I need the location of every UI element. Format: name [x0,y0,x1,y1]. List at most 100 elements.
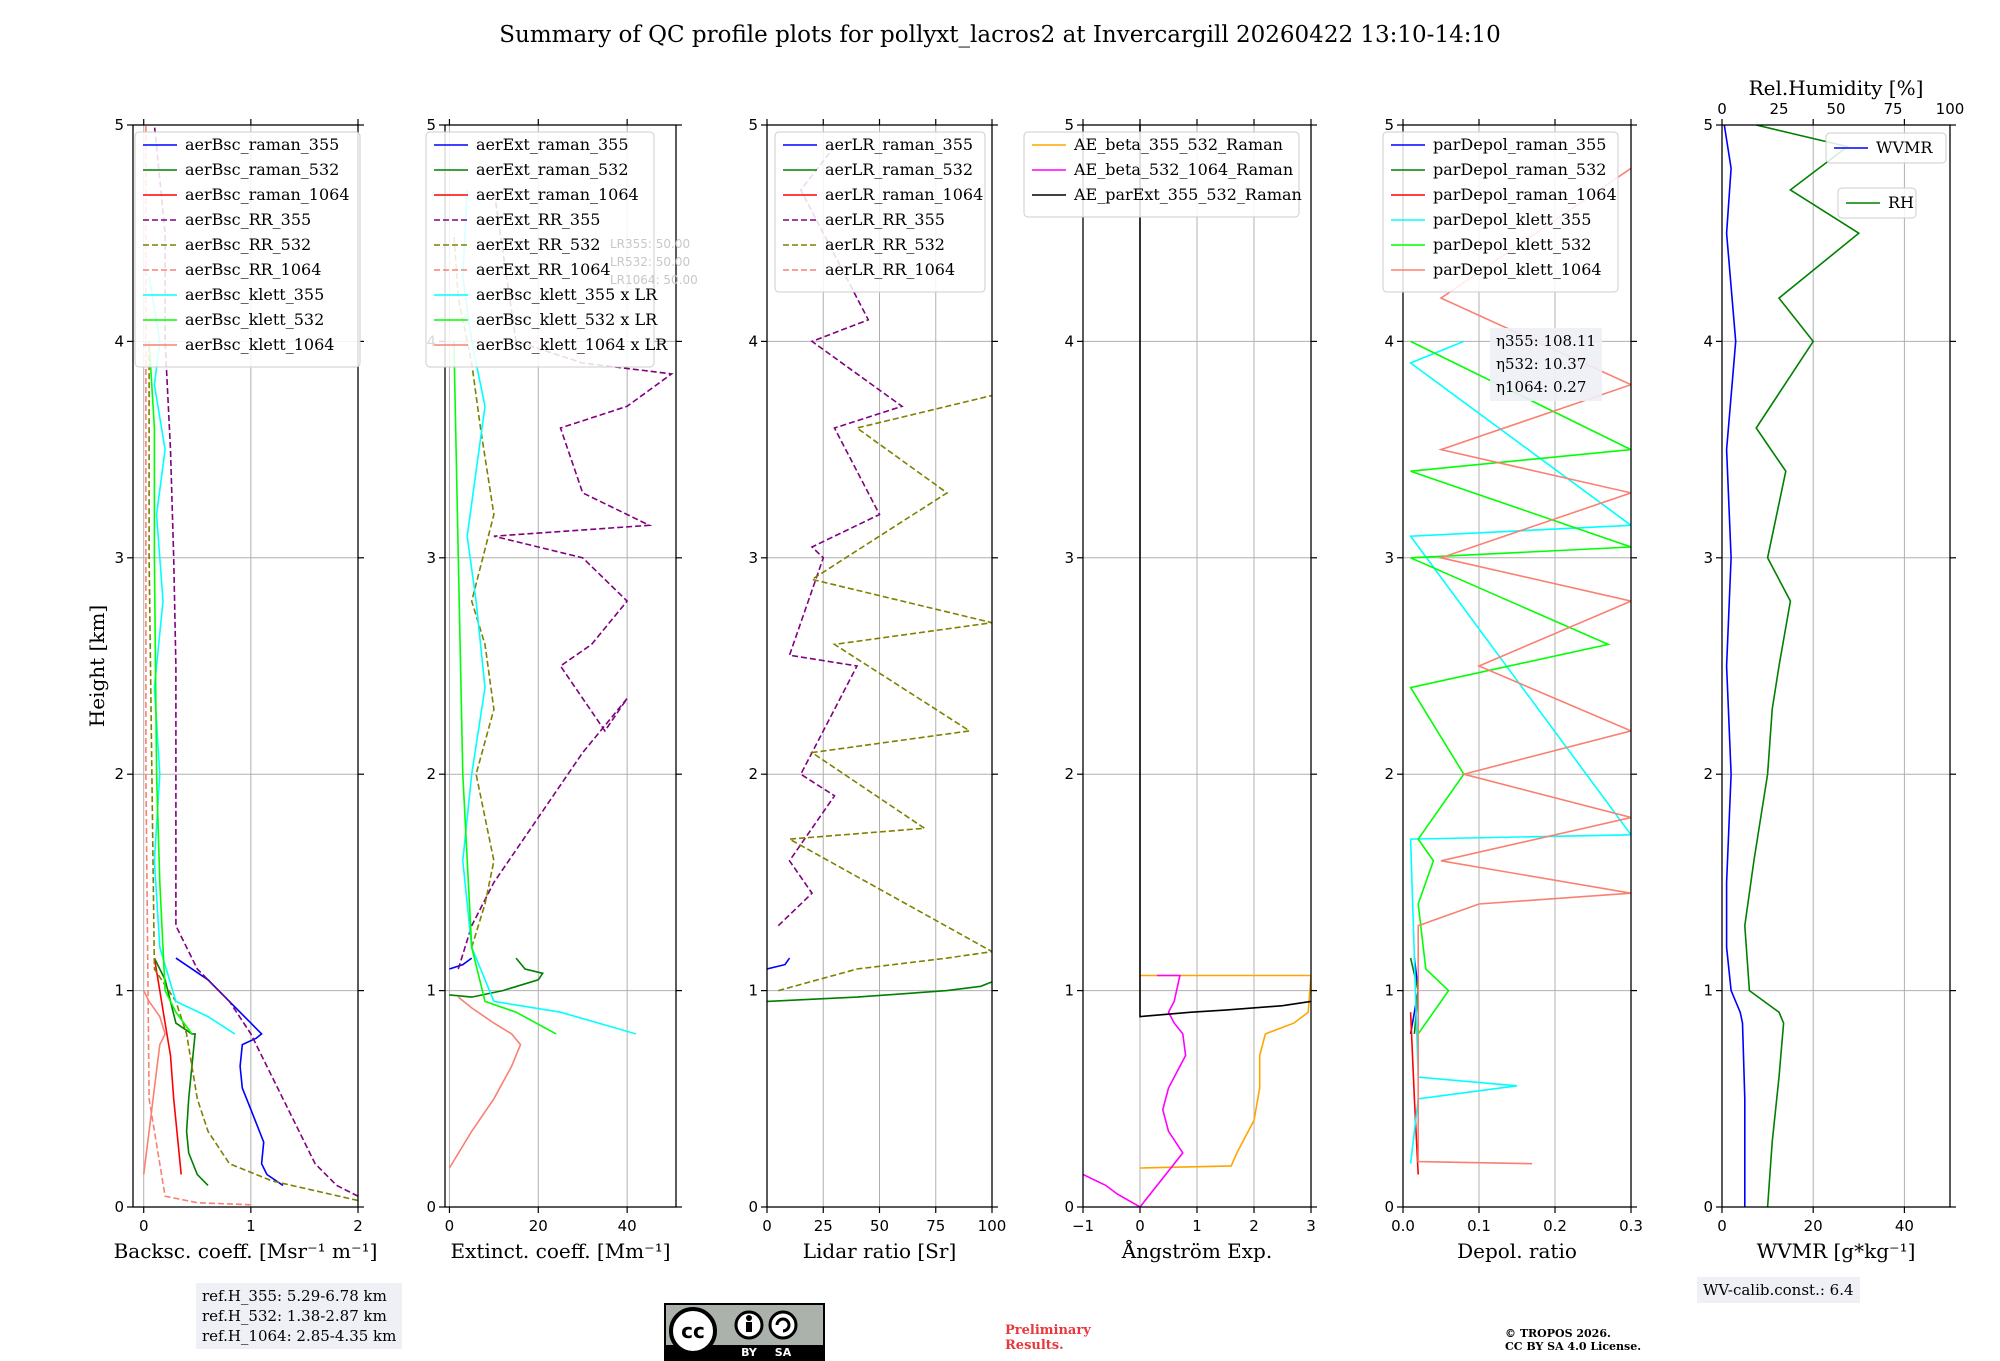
x-tick-label: 0 [1717,1217,1727,1235]
cc-sa-text: SA [775,1346,792,1359]
y-tick-label: 4 [748,332,758,350]
y-tick-label: 3 [748,549,758,567]
legend-label: parDepol_raman_355 [1433,135,1606,154]
y-tick-label: 4 [1064,332,1074,350]
y-tick-label: 0 [114,1198,124,1216]
legend-label: aerBsc_raman_355 [185,135,339,154]
preliminary-line-2: Results. [1005,1338,1064,1353]
legend: parDepol_raman_355 parDepol_raman_532 parD… [1382,131,1619,293]
legend-box [774,131,986,293]
x-tick-label: 40 [1895,1217,1914,1235]
y-tick-label: 0 [748,1198,758,1216]
legend-label: aerLR_raman_1064 [825,185,983,204]
legend-label: WVMR [1876,138,1933,157]
top-tick-label: 50 [1826,100,1845,118]
legend-label: aerExt_RR_532 [476,235,600,254]
legend-box [1023,131,1300,218]
eta-355: η355: 108.11 [1496,332,1596,350]
x-tick-label: 1 [1192,1217,1202,1235]
series-aerbsc-rr-532 [148,341,358,1202]
panel-6: 0 20 40 0 1 2 3 4 5 WVMR [g*kg⁻¹] 0 25 50 75 100 Rel.Hu… [1703,76,1964,1263]
legend-label: aerExt_RR_1064 [476,260,611,279]
panel-series [1723,125,1861,1207]
panel-1: 0 1 2 0 1 2 3 4 5 Backsc. coeff. [Msr⁻¹ m⁻¹] aerBs… [114,116,378,1263]
y-tick-label: 2 [426,765,436,783]
y-tick-label: 2 [1064,765,1074,783]
series-aerlr-rr-532 [778,394,992,992]
series-aerbsc-raman-1064 [153,957,182,1175]
x-tick-label: 40 [618,1217,637,1235]
cc-by-text: BY [741,1346,758,1359]
y-tick-label: 2 [114,765,124,783]
panel-frame [1721,124,1951,1208]
panel-frame [1082,124,1312,1208]
y-tick-label: 4 [114,332,124,350]
series-ae-beta-355-532-raman [1139,974,1311,1169]
x-tick-label: 100 [978,1217,1007,1235]
legend-label: AE_beta_355_532_Raman [1073,135,1283,154]
legend-label: RH [1888,193,1914,212]
x-axis-label: Lidar ratio [Sr] [803,1239,957,1263]
series-ae-beta-532-1064-raman [1083,974,1187,1207]
x-axis-label: Depol. ratio [1457,1239,1577,1263]
legend-label: aerBsc_klett_1064 x LR [476,335,668,354]
y-tick-label: 2 [1703,765,1713,783]
series-rh [1743,125,1861,1207]
x-tick-label: 20 [1804,1217,1823,1235]
legend-label: aerLR_RR_1064 [825,260,955,279]
x-tick-label: 0.2 [1543,1217,1567,1235]
series-pardepol-klett-532 [1409,340,1631,1035]
x-tick-label: 25 [814,1217,833,1235]
y-tick-label: 0 [1703,1198,1713,1216]
y-tick-label: 0 [1064,1198,1074,1216]
x-tick-label: 0.3 [1619,1217,1643,1235]
legend-box [1382,131,1619,293]
legend-label: aerBsc_klett_532 x LR [476,310,658,329]
x-tick-label: 0.0 [1391,1217,1415,1235]
series-aerbsc-rr-1064 [145,125,251,1206]
series-aerlr-raman-355 [767,957,791,970]
y-tick-label: 3 [426,549,436,567]
series-ae-parext-355-532-raman [1139,125,1311,1018]
x-tick-label: 50 [870,1217,889,1235]
series-aerext-raman-355 [449,957,473,970]
legend-label: aerExt_raman_1064 [476,185,639,204]
legend-label: aerBsc_raman_1064 [185,185,350,204]
x-axis-label: Backsc. coeff. [Msr⁻¹ m⁻¹] [114,1239,378,1263]
legend-label: parDepol_klett_532 [1433,235,1591,254]
x-tick-label: 2 [353,1217,363,1235]
legend-box [1825,132,1947,164]
legend: WVMR RH [1825,132,1947,219]
legend-label: aerBsc_klett_1064 [185,335,334,354]
panel-series [142,125,358,1206]
legend-label: aerBsc_RR_1064 [185,260,321,279]
series-aerext-rr-355 [457,189,674,970]
panel-frame [444,124,677,1208]
lr-note: LR532: 50.00 [610,255,690,269]
panel-frame [132,124,359,1208]
y-tick-label: 1 [1064,982,1074,1000]
copyright-line-1: © TROPOS 2026. [1505,1327,1611,1340]
eta-1064: η1064: 0.27 [1496,378,1587,396]
reference-height-box: ref.H_355: 5.29-6.78 km ref.H_532: 1.38-… [196,1283,403,1349]
legend-label: parDepol_raman_1064 [1433,185,1617,204]
legend-label: aerBsc_RR_355 [185,210,311,229]
series-aerbsc-raman-355 [175,957,284,1187]
top-tick-label: 25 [1769,100,1788,118]
legend-label: aerLR_raman_355 [825,135,973,154]
legend-label: aerBsc_klett_355 x LR [476,285,658,304]
x-tick-label: 0 [1135,1217,1145,1235]
y-tick-label: 2 [748,765,758,783]
series-wvmr [1723,125,1746,1207]
y-tick-label: 2 [1384,765,1394,783]
y-tick-label: 5 [1703,116,1713,134]
y-tick-label: 1 [1384,982,1394,1000]
x-tick-label: 0 [762,1217,772,1235]
x-axis-label: WVMR [g*kg⁻¹] [1757,1239,1916,1263]
y-tick-label: 3 [1064,549,1074,567]
legend-label: aerBsc_raman_532 [185,160,339,179]
x-axis-label: Extinct. coeff. [Mm⁻¹] [450,1239,670,1263]
legend: AE_beta_355_532_Raman AE_beta_532_1064_Ra… [1023,131,1302,218]
